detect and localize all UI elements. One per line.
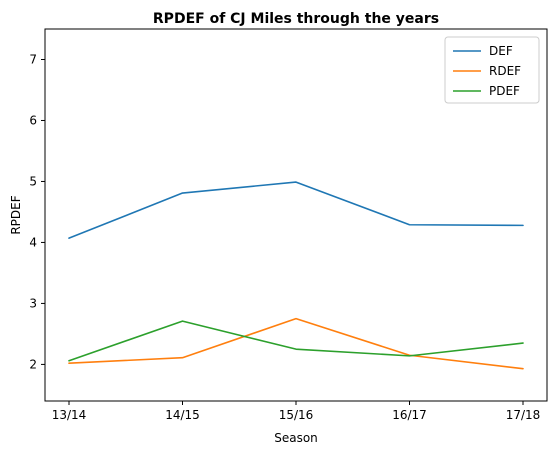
x-axis: 13/14 14/15 15/16 16/17 17/18 bbox=[52, 401, 541, 422]
y-tick-label: 7 bbox=[29, 52, 37, 66]
legend-label-pdef: PDEF bbox=[489, 84, 520, 98]
x-axis-label: Season bbox=[274, 431, 318, 445]
x-tick-label: 13/14 bbox=[52, 408, 87, 422]
y-tick-label: 6 bbox=[29, 113, 37, 127]
series-lines bbox=[68, 181, 524, 370]
y-tick-label: 2 bbox=[29, 357, 37, 371]
y-axis: 2 3 4 5 6 7 bbox=[29, 52, 45, 371]
legend-box bbox=[444, 36, 540, 104]
legend: DEF RDEF PDEF bbox=[444, 36, 540, 104]
series-line-rdef bbox=[68, 317, 524, 370]
y-tick-label: 4 bbox=[29, 235, 37, 249]
series-line-pdef bbox=[68, 320, 524, 362]
y-axis-label: RPDEF bbox=[9, 195, 23, 234]
x-tick-label: 15/16 bbox=[279, 408, 314, 422]
x-tick-label: 16/17 bbox=[392, 408, 427, 422]
legend-label-def: DEF bbox=[489, 44, 513, 58]
chart-title: RPDEF of CJ Miles through the years bbox=[153, 11, 439, 27]
y-tick-label: 5 bbox=[29, 174, 37, 188]
series-line-def bbox=[68, 181, 524, 239]
legend-label-rdef: RDEF bbox=[489, 64, 521, 78]
y-tick-label: 3 bbox=[29, 296, 37, 310]
x-tick-label: 14/15 bbox=[165, 408, 200, 422]
x-tick-label: 17/18 bbox=[506, 408, 541, 422]
